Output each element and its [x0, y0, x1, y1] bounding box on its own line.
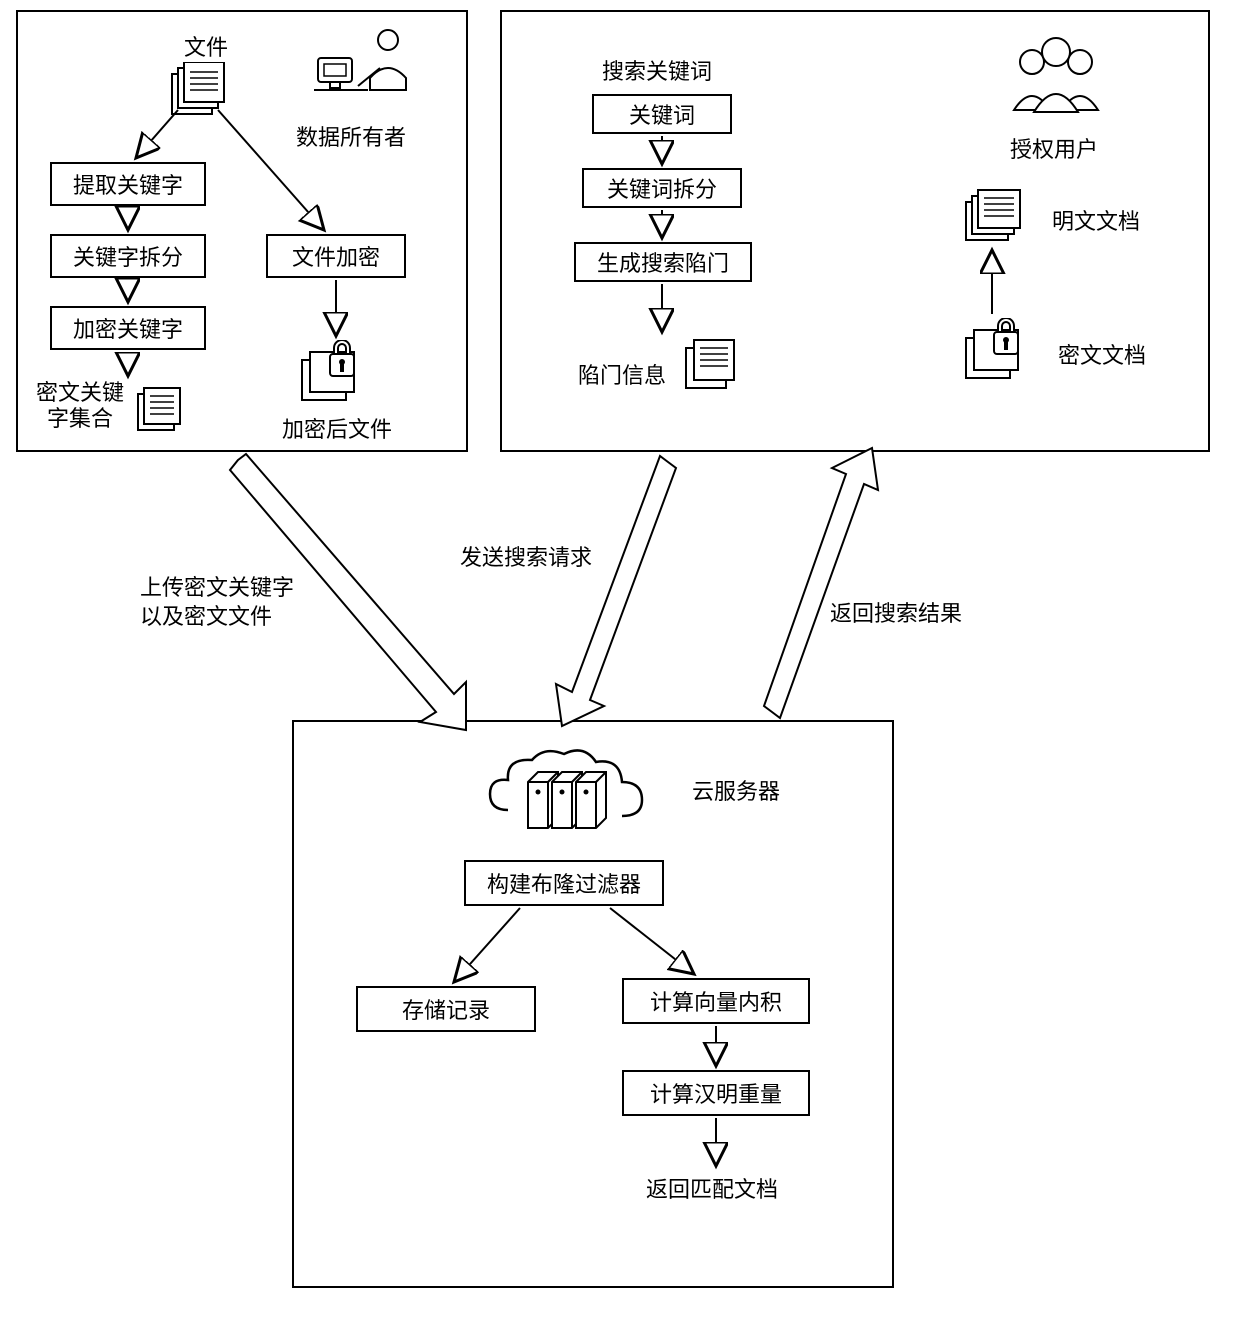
text-keywords: 关键词: [629, 98, 695, 130]
panel-owner: 文件 数据所有者 提取关键字 关键字拆分 加密关键字 密文关键 字集合: [16, 10, 468, 452]
cipher-docs-icon: [962, 318, 1034, 384]
encrypted-file-label: 加密后文件: [282, 412, 392, 444]
cipher-keyword-docs-icon: [134, 384, 188, 434]
plaintext-docs-icon: [962, 188, 1024, 244]
cloud-server-label: 云服务器: [692, 774, 780, 806]
text-split-keywords: 关键字拆分: [73, 240, 183, 272]
box-build-bloom: 构建布隆过滤器: [464, 860, 664, 906]
text-store-record: 存储记录: [402, 993, 490, 1025]
text-hamming: 计算汉明重量: [650, 1077, 782, 1109]
send-request-label: 发送搜索请求: [460, 540, 592, 572]
cipher-doc-label: 密文文档: [1058, 338, 1146, 370]
trapdoor-info-label: 陷门信息: [578, 358, 666, 390]
panel-server: 云服务器 构建布隆过滤器 存储记录 计算向量内积 计算汉明重量 返回匹配文档: [292, 720, 894, 1288]
text-extract-keywords: 提取关键字: [73, 168, 183, 200]
documents-icon: [168, 62, 228, 118]
data-owner-label: 数据所有者: [296, 120, 406, 152]
box-split-keywords: 关键字拆分: [50, 234, 206, 278]
box-store-record: 存储记录: [356, 986, 536, 1032]
box-extract-keywords: 提取关键字: [50, 162, 206, 206]
upload-label: 上传密文关键字 以及密文文件: [140, 574, 294, 631]
text-gen-trapdoor: 生成搜索陷门: [597, 246, 729, 278]
panel-user: 搜索关键词 关键词 关键词拆分 生成搜索陷门 陷门信息 授权用户: [500, 10, 1210, 452]
box-hamming: 计算汉明重量: [622, 1070, 810, 1116]
cipher-keyword-set-label: 密文关键 字集合: [36, 380, 124, 433]
box-inner-product: 计算向量内积: [622, 978, 810, 1024]
box-file-encrypt: 文件加密: [266, 234, 406, 278]
box-keywords: 关键词: [592, 94, 732, 134]
users-group-icon: [996, 34, 1116, 124]
text-encrypt-keywords: 加密关键字: [73, 312, 183, 344]
text-file-encrypt: 文件加密: [292, 240, 380, 272]
encrypted-docs-icon: [298, 340, 368, 404]
trapdoor-docs-icon: [682, 336, 740, 392]
plaintext-doc-label: 明文文档: [1052, 204, 1140, 236]
return-result-label: 返回搜索结果: [830, 596, 962, 628]
cloud-servers-icon: [478, 744, 650, 844]
person-computer-icon: [308, 28, 418, 108]
box-encrypt-keywords: 加密关键字: [50, 306, 206, 350]
file-label: 文件: [184, 30, 228, 62]
box-user-split: 关键词拆分: [582, 168, 742, 208]
box-gen-trapdoor: 生成搜索陷门: [574, 242, 752, 282]
text-user-split: 关键词拆分: [607, 172, 717, 204]
text-build-bloom: 构建布隆过滤器: [487, 867, 641, 899]
return-docs-label: 返回匹配文档: [646, 1172, 778, 1204]
text-inner-product: 计算向量内积: [650, 985, 782, 1017]
search-keyword-label: 搜索关键词: [602, 54, 712, 86]
auth-user-label: 授权用户: [1010, 132, 1098, 164]
